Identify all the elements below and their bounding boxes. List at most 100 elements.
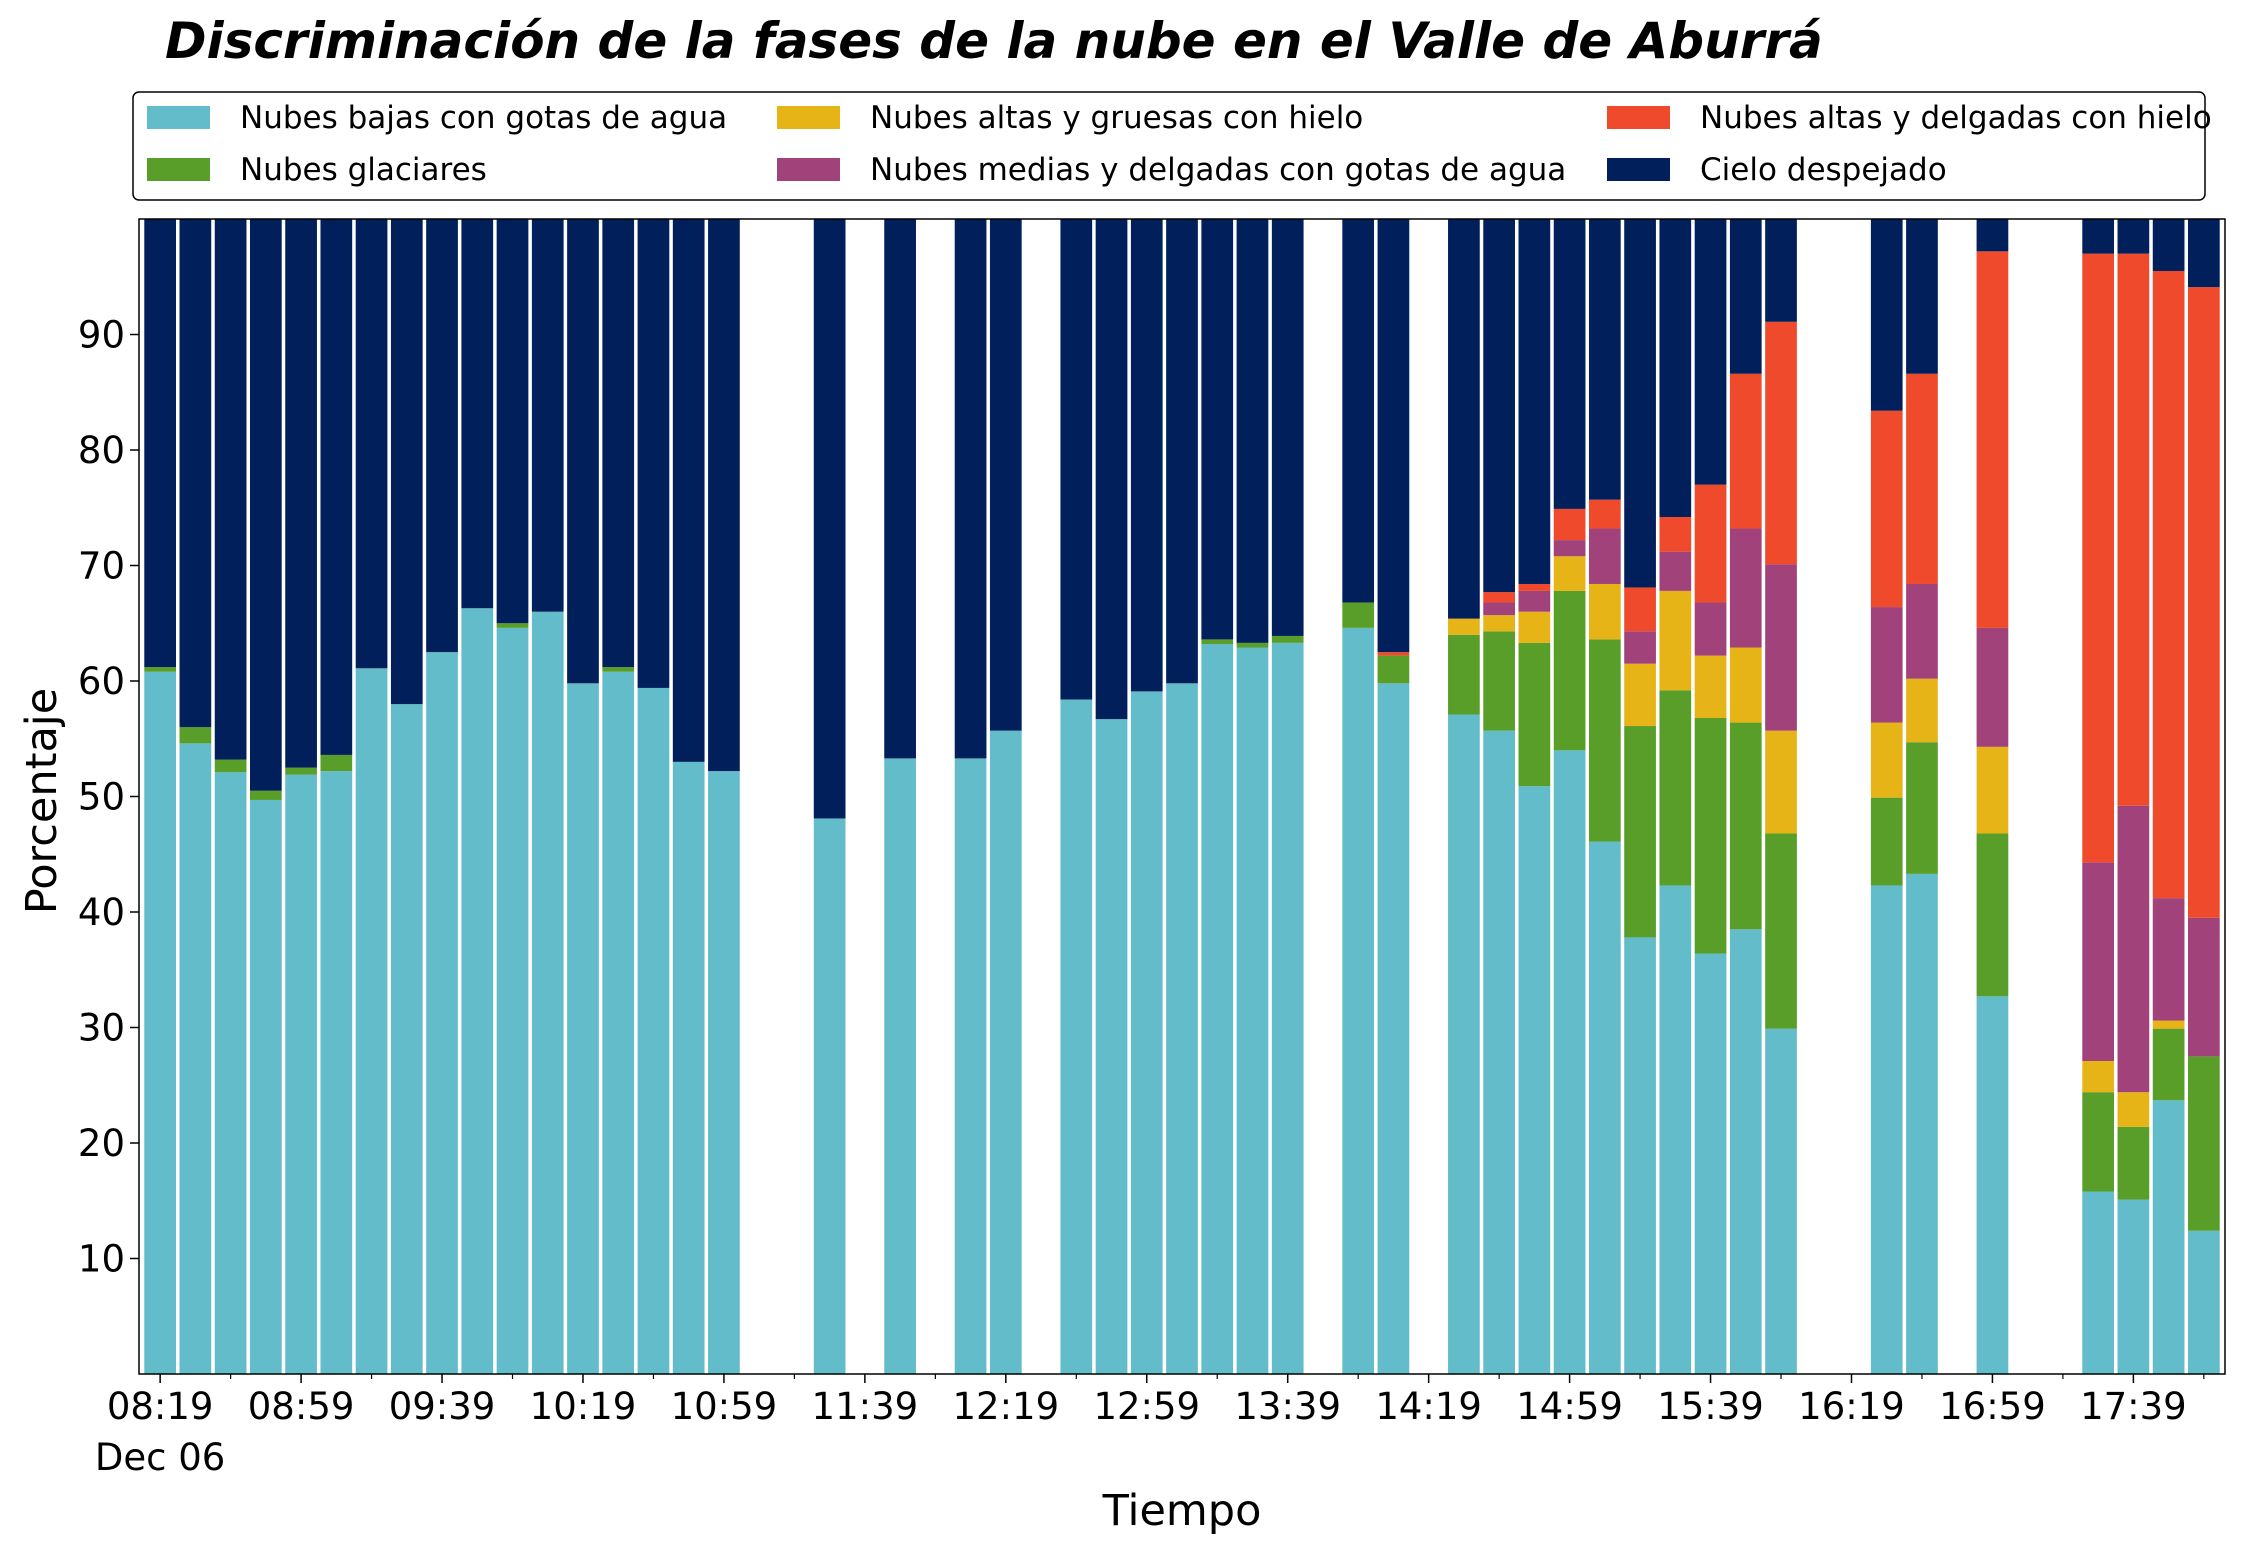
bar-segment	[1483, 615, 1515, 632]
bar-segment	[531, 611, 564, 1374]
x-tick-label: 16:59	[1939, 1385, 2046, 1428]
bar-segment	[1906, 873, 1938, 1374]
bar-segment	[1166, 683, 1198, 1374]
bar-segment	[1518, 611, 1551, 643]
bar-segment	[1166, 219, 1198, 684]
bar-segment	[390, 704, 423, 1374]
bar-segment	[1729, 929, 1762, 1374]
x-tick-label: 14:59	[1516, 1385, 1623, 1428]
bar-segment	[1870, 885, 1903, 1374]
x-tick-label: 10:19	[530, 1385, 637, 1428]
bar-segment	[2082, 253, 2115, 863]
bar-segment	[1976, 746, 2009, 834]
bar-segment	[1659, 219, 1692, 517]
bar-segment	[1729, 647, 1762, 723]
x-tick-label: 17:39	[2080, 1385, 2187, 1428]
bar-segment	[1518, 642, 1551, 787]
bar-segment	[320, 771, 353, 1374]
bar-segment	[2152, 1028, 2185, 1101]
legend-swatch	[147, 158, 210, 181]
bar-segment	[672, 219, 705, 762]
bar-segment	[1342, 602, 1375, 628]
legend-box	[132, 91, 2206, 201]
bar-segment	[2082, 219, 2115, 254]
y-tick-label: 70	[78, 545, 125, 588]
bar-segment	[1236, 647, 1269, 1374]
x-tick-sublabel: Dec 06	[95, 1436, 225, 1479]
bar-segment	[1448, 714, 1480, 1374]
x-tick-label: 15:39	[1657, 1385, 1764, 1428]
bar-segment	[2117, 1126, 2150, 1200]
bar-segment	[2188, 917, 2220, 1057]
bar-segment	[2082, 1191, 2115, 1374]
bar-segment	[2082, 1060, 2115, 1093]
x-tick-label: 12:19	[952, 1385, 1059, 1428]
legend-label: Nubes altas y gruesas con hielo	[870, 100, 1363, 136]
x-tick-label: 14:19	[1375, 1385, 1482, 1428]
bar-segment	[1060, 219, 1093, 700]
bar-segment	[1870, 797, 1903, 886]
bar-segment	[1483, 602, 1515, 616]
bar-segment	[1518, 786, 1551, 1374]
bar-segment	[1448, 634, 1480, 715]
bar-segment	[496, 623, 529, 628]
y-tick-label: 60	[78, 660, 125, 703]
bar-segment	[1765, 564, 1797, 731]
bar-segment	[355, 668, 388, 1374]
bar-segment	[1271, 219, 1304, 636]
bar-segment	[285, 767, 317, 775]
bar-segment	[1553, 556, 1586, 591]
bar-segment	[2117, 253, 2150, 806]
y-tick-label: 40	[78, 891, 125, 934]
bar-segment	[1518, 590, 1551, 612]
bar-segment	[1448, 219, 1480, 619]
bar-segment	[567, 219, 599, 684]
bar-segment	[1377, 652, 1410, 656]
bar-segment	[989, 730, 1022, 1374]
bar-segment	[1377, 683, 1410, 1374]
bar-segment	[1483, 219, 1515, 593]
bar-segment	[496, 219, 529, 624]
bar-segment	[1483, 631, 1515, 731]
bar-segment	[1659, 885, 1692, 1374]
bar-segment	[1553, 750, 1586, 1374]
bar-segment	[1588, 219, 1621, 500]
bar-segment	[1694, 484, 1727, 603]
y-tick-label: 90	[78, 314, 125, 357]
bar-segment	[2082, 862, 2115, 1061]
bar-segment	[1765, 1028, 1797, 1374]
bar-segment	[602, 671, 635, 1374]
bar-segment	[1976, 833, 2009, 997]
bar-segment	[1236, 219, 1269, 643]
bar-segment	[989, 219, 1022, 731]
bar-segment	[1095, 719, 1128, 1374]
bar-segment	[1870, 219, 1903, 411]
bar-segment	[1870, 607, 1903, 723]
bar-segment	[1906, 742, 1938, 874]
bar-segment	[214, 772, 247, 1374]
bar-segment	[1624, 663, 1656, 727]
legend-swatch	[777, 106, 840, 129]
bar-segment	[1271, 635, 1304, 643]
bar-segment	[637, 687, 670, 1374]
bar-segment	[1729, 373, 1762, 529]
x-tick-label: 10:59	[671, 1385, 778, 1428]
bar-segment	[602, 219, 635, 668]
legend-label: Nubes medias y delgadas con gotas de agu…	[870, 152, 1566, 188]
bar-segment	[2188, 287, 2220, 918]
bar-segment	[1095, 219, 1128, 720]
bar-segment	[1588, 841, 1621, 1374]
bar-segment	[214, 219, 247, 760]
legend-label: Cielo despejado	[1700, 152, 1947, 188]
bar-segment	[1060, 699, 1093, 1374]
bar-segment	[285, 219, 317, 768]
x-tick-label: 08:59	[248, 1385, 355, 1428]
legend-swatch	[1607, 106, 1670, 129]
bar-segment	[813, 219, 846, 819]
bar-segment	[1448, 618, 1480, 635]
x-tick-label: 09:39	[389, 1385, 496, 1428]
bar-segment	[1765, 730, 1797, 834]
bar-segment	[144, 671, 176, 1374]
bar-segment	[1624, 937, 1656, 1374]
